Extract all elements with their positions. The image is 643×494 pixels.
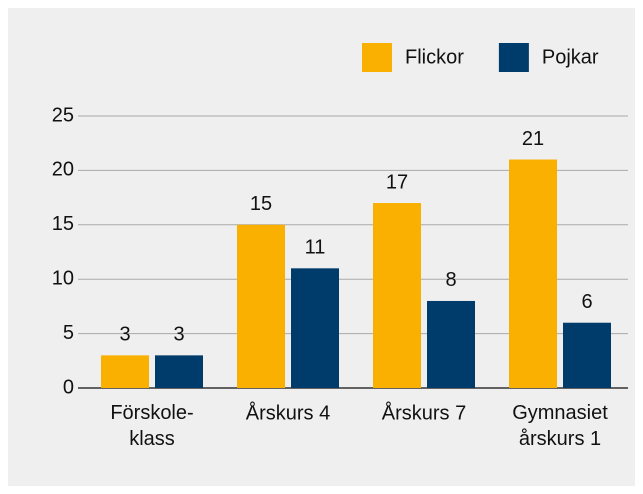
x-tick-label: Förskole-klass bbox=[110, 402, 193, 450]
x-tick-label: Gymnasiet årskurs 1 bbox=[512, 402, 608, 450]
x-tick-label: Årskurs 4 bbox=[246, 401, 330, 424]
value-label: 15 bbox=[250, 193, 272, 215]
bar bbox=[373, 203, 421, 388]
bar bbox=[155, 355, 203, 388]
y-tick-label: 0 bbox=[63, 376, 74, 398]
bar bbox=[237, 224, 285, 388]
legend-swatch bbox=[498, 43, 529, 72]
legend-swatch bbox=[362, 43, 392, 72]
legend-label: Pojkar bbox=[542, 46, 599, 68]
value-label: 21 bbox=[522, 128, 544, 150]
y-tick-label: 5 bbox=[63, 322, 74, 344]
y-tick-label: 20 bbox=[52, 159, 74, 181]
y-tick-label: 10 bbox=[52, 267, 74, 289]
bar bbox=[427, 300, 475, 388]
value-label: 11 bbox=[305, 237, 326, 259]
value-label: 3 bbox=[119, 324, 130, 346]
value-label: 6 bbox=[581, 291, 592, 313]
value-label: 3 bbox=[173, 324, 184, 346]
value-label: 17 bbox=[386, 171, 408, 193]
y-tick-label: 25 bbox=[52, 104, 74, 126]
value-label: 8 bbox=[445, 269, 456, 291]
bar bbox=[291, 268, 339, 388]
x-tick-label: Årskurs 7 bbox=[382, 401, 466, 424]
bar bbox=[563, 322, 611, 388]
bar bbox=[509, 159, 557, 388]
y-tick-label: 15 bbox=[52, 213, 74, 235]
bar bbox=[101, 355, 149, 388]
legend-label: Flickor bbox=[405, 46, 464, 68]
